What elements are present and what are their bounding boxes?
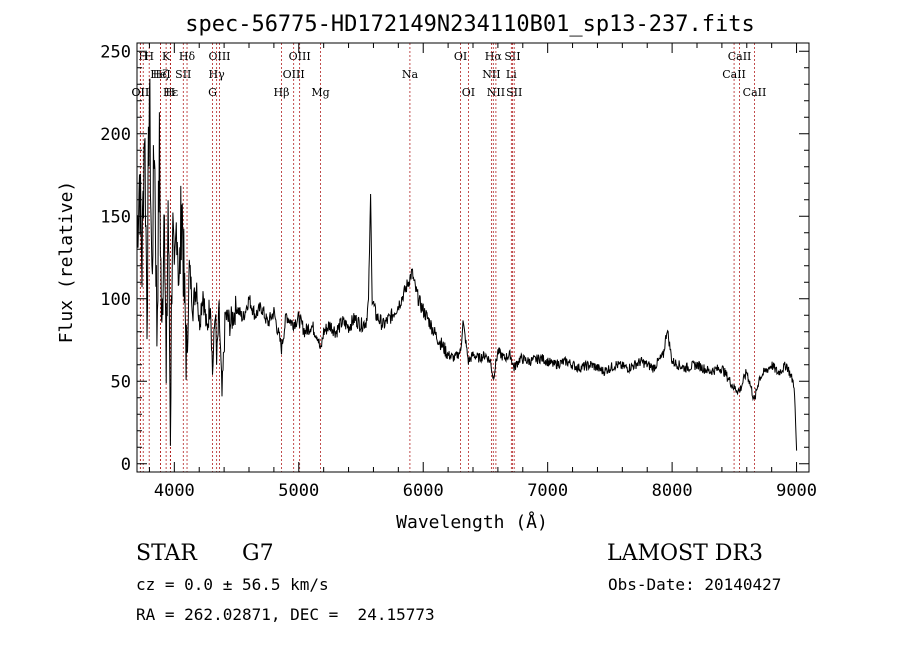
line-marker-label-17: Mg [311,86,329,99]
x-tick-label-0: 4000 [154,481,195,501]
x-tick-label-5: 9000 [776,481,817,501]
line-marker-label-26: SII [506,86,522,99]
x-tick-label-4: 8000 [652,481,693,501]
y-tick-label-4: 200 [100,125,131,145]
line-marker-label-6: HeI [150,68,170,81]
spectrum-series [136,78,798,451]
line-marker-label-4: Hζ [153,68,169,81]
line-marker-label-14: Hβ [274,86,290,99]
x-tick-label-3: 7000 [527,481,568,501]
line-marker-label-24: SII [504,50,520,63]
line-marker-label-3: H [144,50,154,63]
line-marker-label-21: Hα [485,50,503,63]
y-tick-label-1: 50 [111,372,131,392]
x-tick-label-2: 6000 [403,481,444,501]
object-type: STAR [136,541,197,566]
spectral-subclass: G7 [242,541,274,566]
line-marker-label-22: NII [482,68,500,81]
y-tick-label-3: 150 [100,207,131,227]
line-marker-label-1: H [138,50,148,63]
y-tick-label-2: 100 [100,290,131,310]
line-marker-label-10: Hδ [179,50,196,63]
line-marker-label-2: OII [132,86,150,99]
line-marker-label-20: OI [462,86,475,99]
line-marker-label-25: Li [506,68,517,81]
survey-name: LAMOST DR3 [607,541,763,566]
line-marker-label-5: K [162,50,171,63]
y-axis-label: Flux (relative) [56,181,77,344]
line-marker-label-15: OIII [289,50,311,63]
line-marker-label-19: OI [454,50,467,63]
line-marker-label-11: OIII [208,50,230,63]
coordinates: RA = 262.02871, DEC = 24.15773 [136,605,435,624]
x-axis: 4000 5000 6000 7000 8000 9000 [148,43,817,501]
line-marker-label-13: G [208,86,217,99]
line-marker-label-18: Na [402,68,419,81]
line-marker-label-12: Hγ [209,68,226,81]
chart-title: spec-56775-HD172149N234110B01_sp13-237.f… [185,12,755,37]
line-marker-label-16: OIII [283,68,305,81]
obs-date: Obs-Date: 20140427 [608,575,782,594]
x-axis-label: Wavelength (Å) [396,511,548,533]
y-tick-label-5: 250 [100,42,131,62]
y-axis: 0 50 100 150 200 250 [100,42,809,475]
x-tick-label-1: 5000 [278,481,319,501]
line-marker-label-9: SII [175,68,191,81]
line-marker-label-8: H [166,86,176,99]
line-marker-label-27: CaII [728,50,752,63]
line-marker-label-29: CaII [743,86,767,99]
line-marker-label-23: NII [487,86,505,99]
plot-frame [136,42,810,473]
redshift-readout: cz = 0.0 ± 56.5 km/s [136,575,329,594]
y-tick-label-0: 0 [121,455,131,475]
line-marker-label-28: CaII [722,68,746,81]
spectrum-line [136,78,798,451]
